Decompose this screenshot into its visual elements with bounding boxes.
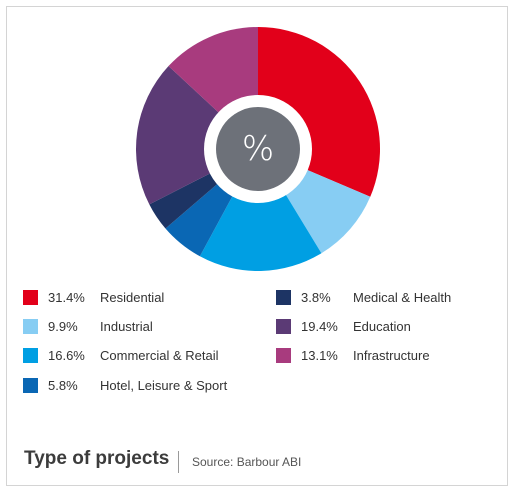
legend-label: Industrial — [100, 318, 153, 334]
legend-item-infrastructure: 13.1% Infrastructure — [276, 346, 506, 364]
legend-label: Medical & Health — [353, 289, 452, 305]
legend-swatch — [276, 347, 291, 363]
center-circle — [216, 107, 300, 191]
legend-value: 5.8% — [48, 377, 78, 393]
legend-label: Residential — [100, 289, 165, 305]
legend-swatch — [276, 318, 291, 334]
legend-swatch — [23, 318, 38, 334]
legend-value: 13.1% — [301, 347, 338, 363]
legend-value: 16.6% — [48, 347, 85, 363]
legend-swatch — [23, 347, 38, 363]
chart-title: Type of projects — [24, 448, 170, 469]
legend-item-commercial-retail: 16.6% Commercial & Retail — [23, 346, 253, 364]
legend-label: Education — [353, 318, 411, 334]
legend-swatch — [23, 377, 38, 393]
legend-item-hotel-leisure-sport: 5.8% Hotel, Leisure & Sport — [23, 376, 253, 394]
slice-commercial-retail — [199, 149, 322, 272]
slice-education — [136, 66, 258, 205]
source-note: Source: Barbour ABI — [192, 455, 302, 469]
legend-swatch — [276, 289, 291, 305]
legend-value: 31.4% — [48, 289, 85, 305]
legend-label: Infrastructure — [353, 347, 430, 363]
legend-swatch — [23, 289, 38, 305]
legend-item-education: 19.4% Education — [276, 317, 506, 335]
legend-item-residential: 31.4% Residential — [23, 288, 253, 306]
legend-label: Hotel, Leisure & Sport — [100, 377, 228, 393]
legend-value: 3.8% — [301, 289, 331, 305]
legend-item-medical-health: 3.8% Medical & Health — [276, 288, 506, 306]
center-label: % — [242, 129, 274, 169]
legend-label: Commercial & Retail — [100, 347, 219, 363]
legend-item-industrial: 9.9% Industrial — [23, 317, 253, 335]
legend-value: 19.4% — [301, 318, 338, 334]
legend-value: 9.9% — [48, 318, 78, 334]
footer-separator — [178, 451, 179, 473]
